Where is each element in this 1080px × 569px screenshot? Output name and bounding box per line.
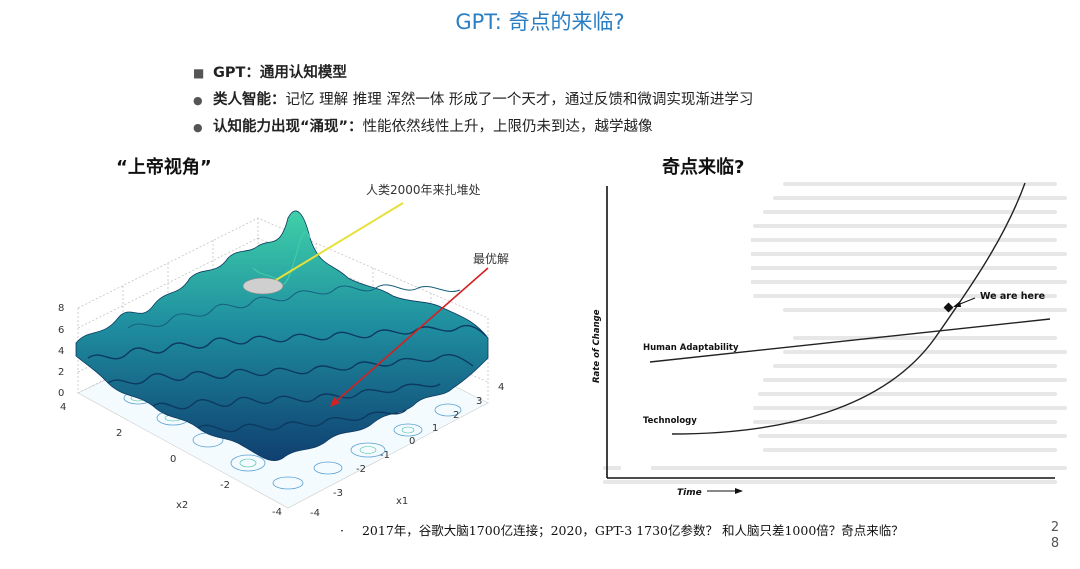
- bullet-text: 性能依然线性上升，上限仍未到达，越学越像: [362, 119, 653, 135]
- x1-tick: -3: [333, 488, 343, 499]
- square-bullet-icon: ■: [193, 66, 205, 80]
- we-are-here-label: We are here: [980, 291, 1045, 302]
- y-axis-label: Rate of Change: [592, 309, 602, 383]
- x1-tick: 4: [498, 382, 504, 393]
- x1-tick: -2: [356, 464, 366, 475]
- x1-tick: 3: [476, 396, 482, 407]
- background-text-texture: [603, 182, 1067, 484]
- bullet-list: ■ GPT：通用认知模型 ● 类人智能：记忆 理解 推理 浑然一体 形成了一个天…: [193, 60, 753, 141]
- bullet-item: ■ GPT：通用认知模型: [193, 60, 753, 87]
- x1-axis-label: x1: [396, 496, 408, 507]
- we-are-here-arrowhead-icon: [953, 301, 961, 307]
- bullet-text: 记忆 理解 推理 浑然一体 形成了一个天才，通过反馈和微调实现渐进学习: [285, 92, 754, 108]
- x1-tick: -4: [310, 508, 320, 519]
- cluster-ellipse: [242, 277, 284, 295]
- x1-tick: 0: [409, 436, 415, 447]
- we-are-here-marker: [943, 302, 954, 313]
- caption-bullet: ·: [340, 523, 344, 538]
- time-arrowhead-icon: [735, 488, 743, 494]
- bullet-item: ● 认知能力出现“涌现”：性能依然线性上升，上限仍未到达，越学越像: [193, 114, 753, 141]
- x2-tick: 4: [60, 402, 66, 413]
- bullet-bold: GPT：通用认知模型: [213, 65, 347, 81]
- left-heading: “上帝视角”: [116, 157, 212, 178]
- z-tick: 4: [58, 346, 64, 357]
- annot-optimal-label: 最优解: [473, 252, 509, 266]
- slide-title: GPT: 奇点的来临?: [455, 10, 625, 34]
- z-tick: 2: [58, 367, 64, 378]
- z-tick: 6: [58, 325, 64, 336]
- x1-tick: -1: [380, 450, 390, 461]
- z-tick: 8: [58, 303, 64, 314]
- caption-text: 2017年，谷歌大脑1700亿连接；2020，GPT-3 1730亿参数？ 和人…: [361, 523, 904, 538]
- x2-tick: 2: [116, 428, 122, 439]
- red-arrow-line: [332, 267, 489, 405]
- x1-tick: 2: [453, 410, 459, 421]
- landscape-surface-figure: 人类2000年来扎堆处 最优解 8 6 4 2 0 4 2 0 -2 -4 x2…: [58, 183, 509, 519]
- right-heading: 奇点来临?: [662, 157, 745, 178]
- yellow-pointer-line: [275, 202, 404, 281]
- technology-label: Technology: [643, 416, 697, 426]
- bullet-bold: 认知能力出现“涌现”：: [213, 119, 363, 135]
- round-bullet-icon: ●: [193, 94, 203, 107]
- x2-axis-label: x2: [176, 500, 188, 511]
- bullet-bold: 类人智能：: [213, 92, 286, 108]
- technology-curve: [671, 182, 1026, 435]
- x1-tick: 1: [432, 423, 438, 434]
- round-bullet-icon: ●: [193, 121, 203, 134]
- x2-tick: -4: [272, 507, 282, 518]
- surface-mesh: [75, 210, 489, 462]
- x2-tick: 0: [170, 454, 176, 465]
- z-tick: 0: [58, 388, 64, 399]
- human-adaptability-line: [649, 318, 1051, 363]
- human-adaptability-label: Human Adaptability: [643, 343, 739, 353]
- singularity-diagram: Rate of Change Time Human Adaptability T…: [592, 178, 1067, 498]
- annot-2000-label: 人类2000年来扎堆处: [366, 183, 481, 197]
- caption: · 2017年，谷歌大脑1700亿连接；2020，GPT-3 1730亿参数？ 和…: [340, 520, 904, 539]
- x2-tick: -2: [220, 480, 230, 491]
- bullet-item: ● 类人智能：记忆 理解 推理 浑然一体 形成了一个天才，通过反馈和微调实现渐进…: [193, 87, 753, 114]
- red-arrowhead-icon: [330, 397, 340, 407]
- x-axis-label: Time: [677, 488, 702, 498]
